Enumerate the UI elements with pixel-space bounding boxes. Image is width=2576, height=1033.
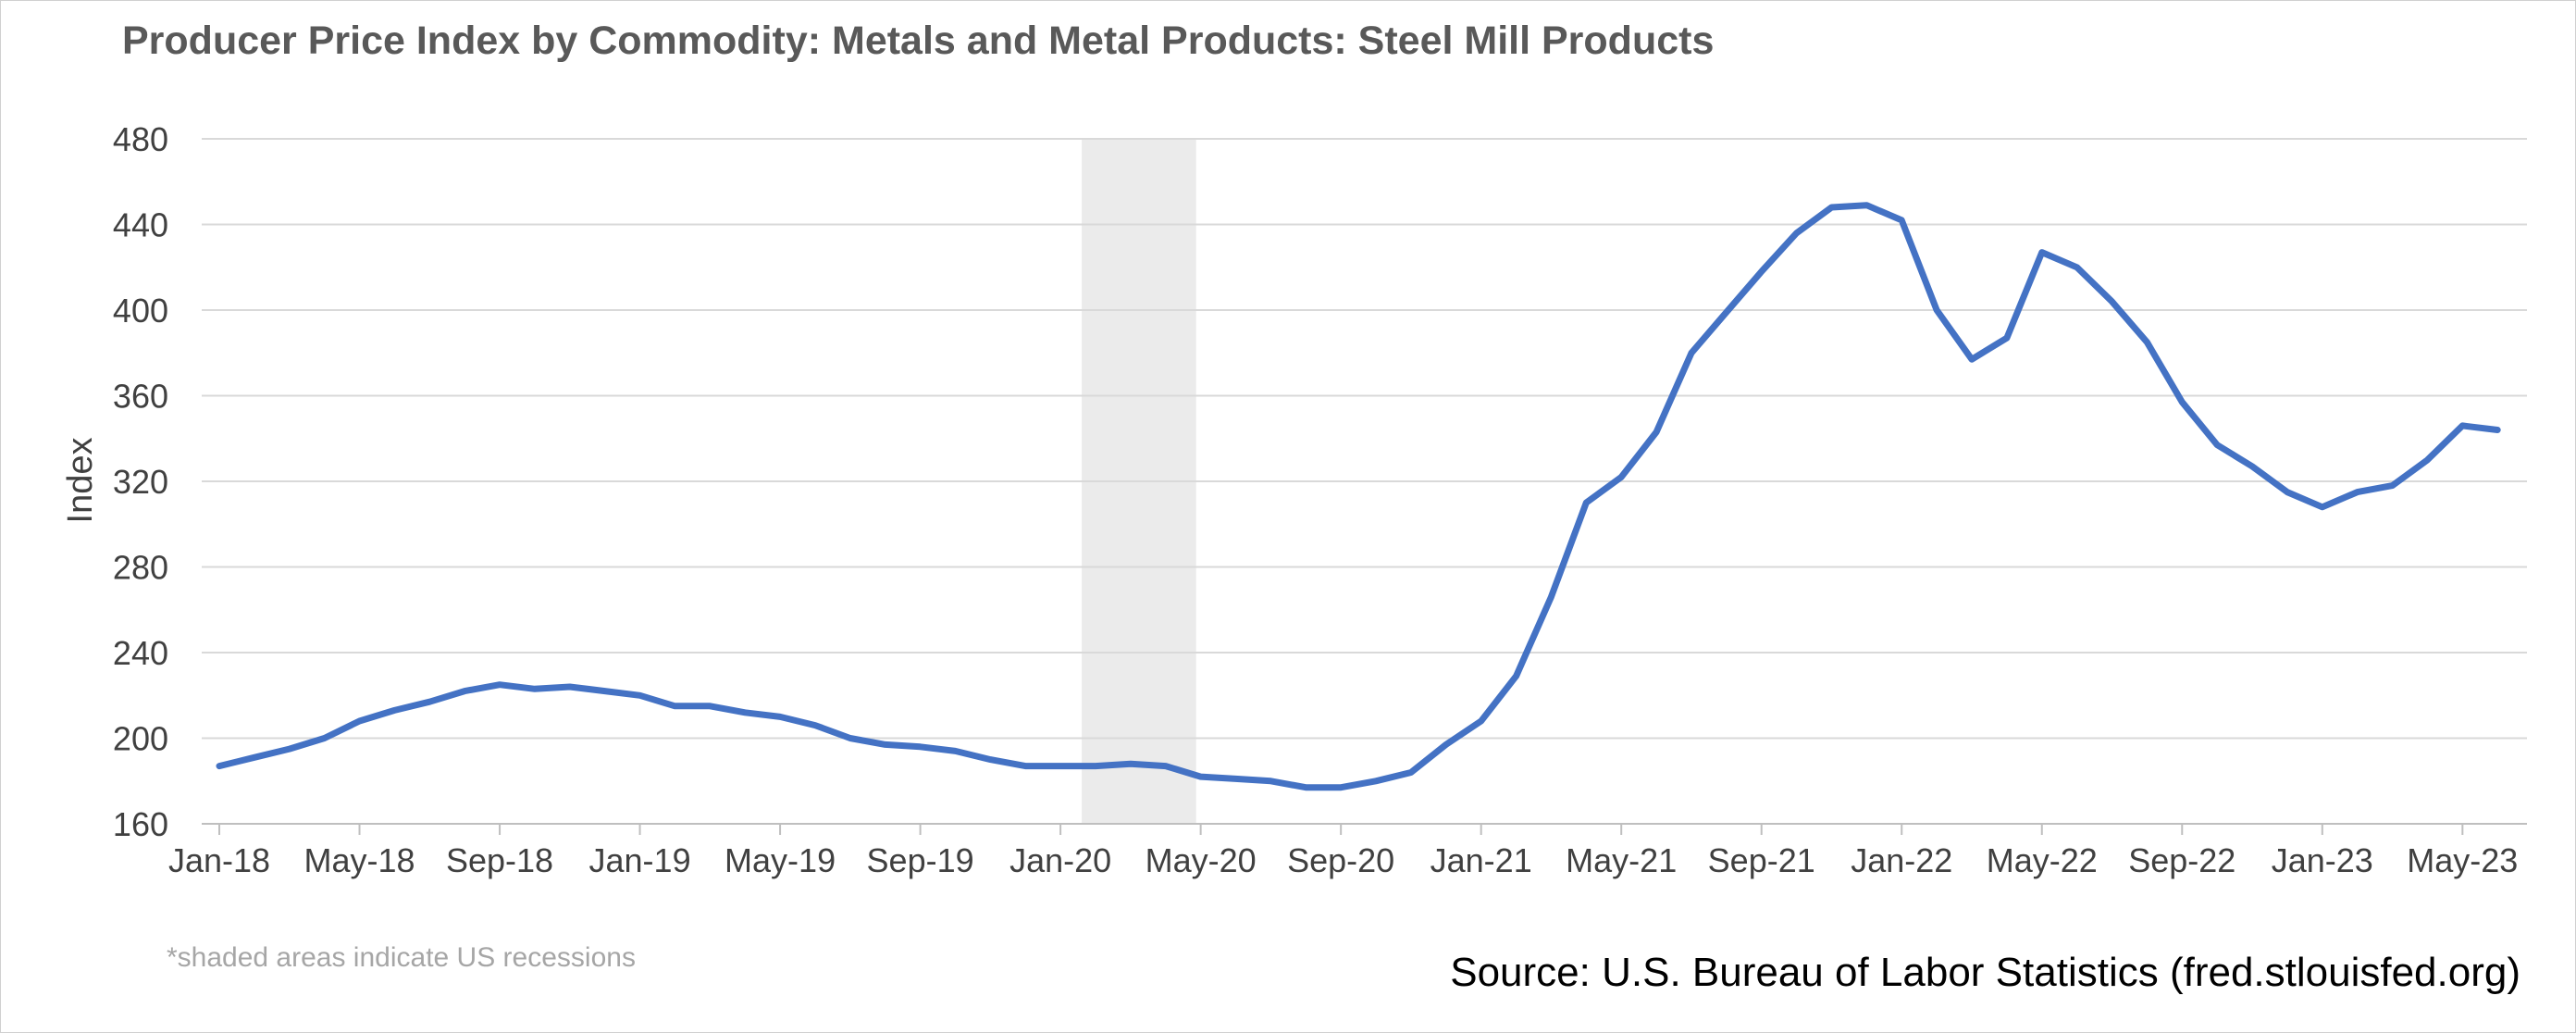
x-tick-label: May-22 (1987, 841, 2098, 879)
x-tick-label: Jan-21 (1430, 841, 1532, 879)
x-tick-label: May-18 (303, 841, 415, 879)
x-tick-label: Sep-18 (446, 841, 553, 879)
gridlines (202, 138, 2527, 740)
x-axis-tick-labels: Jan-18 May-18 Sep-18 Jan-19 May-19 Sep-19 Jan-… (168, 841, 2518, 879)
x-tick-label: Sep-19 (867, 841, 974, 879)
x-tick-label: Sep-22 (2128, 841, 2235, 879)
x-tick-label: Sep-21 (1708, 841, 1815, 879)
y-tick-label: 200 (113, 720, 168, 758)
y-tick-label: 480 (113, 120, 168, 158)
y-tick-label: 280 (113, 549, 168, 587)
x-tick-label: Jan-20 (1009, 841, 1111, 879)
x-tick-label: Jan-18 (168, 841, 270, 879)
x-tick-label: May-21 (1566, 841, 1677, 879)
source-credit: Source: U.S. Bureau of Labor Statistics … (1450, 950, 2520, 995)
y-tick-label: 240 (113, 634, 168, 672)
x-tick-label: May-23 (2407, 841, 2518, 879)
y-axis-tick-labels: 160 200 240 280 320 360 400 440 480 (113, 120, 168, 843)
x-tick-label: Sep-20 (1287, 841, 1394, 879)
x-axis (202, 823, 2527, 835)
x-tick-label: Jan-23 (2272, 841, 2373, 879)
y-tick-label: 160 (113, 805, 168, 843)
x-tick-label: May-19 (724, 841, 836, 879)
y-tick-label: 400 (113, 292, 168, 330)
y-tick-label: 320 (113, 463, 168, 501)
recession-note: *shaded areas indicate US recessions (167, 942, 636, 973)
series-line (216, 202, 2501, 791)
x-tick-label: Jan-19 (589, 841, 691, 879)
x-tick-label: Jan-22 (1851, 841, 1952, 879)
y-tick-label: 360 (113, 378, 168, 416)
series-layer (216, 202, 2501, 791)
chart-title: Producer Price Index by Commodity: Metal… (122, 19, 1715, 63)
y-tick-label: 440 (113, 206, 168, 244)
y-axis-title: Index (61, 438, 100, 524)
x-tick-label: May-20 (1146, 841, 1257, 879)
